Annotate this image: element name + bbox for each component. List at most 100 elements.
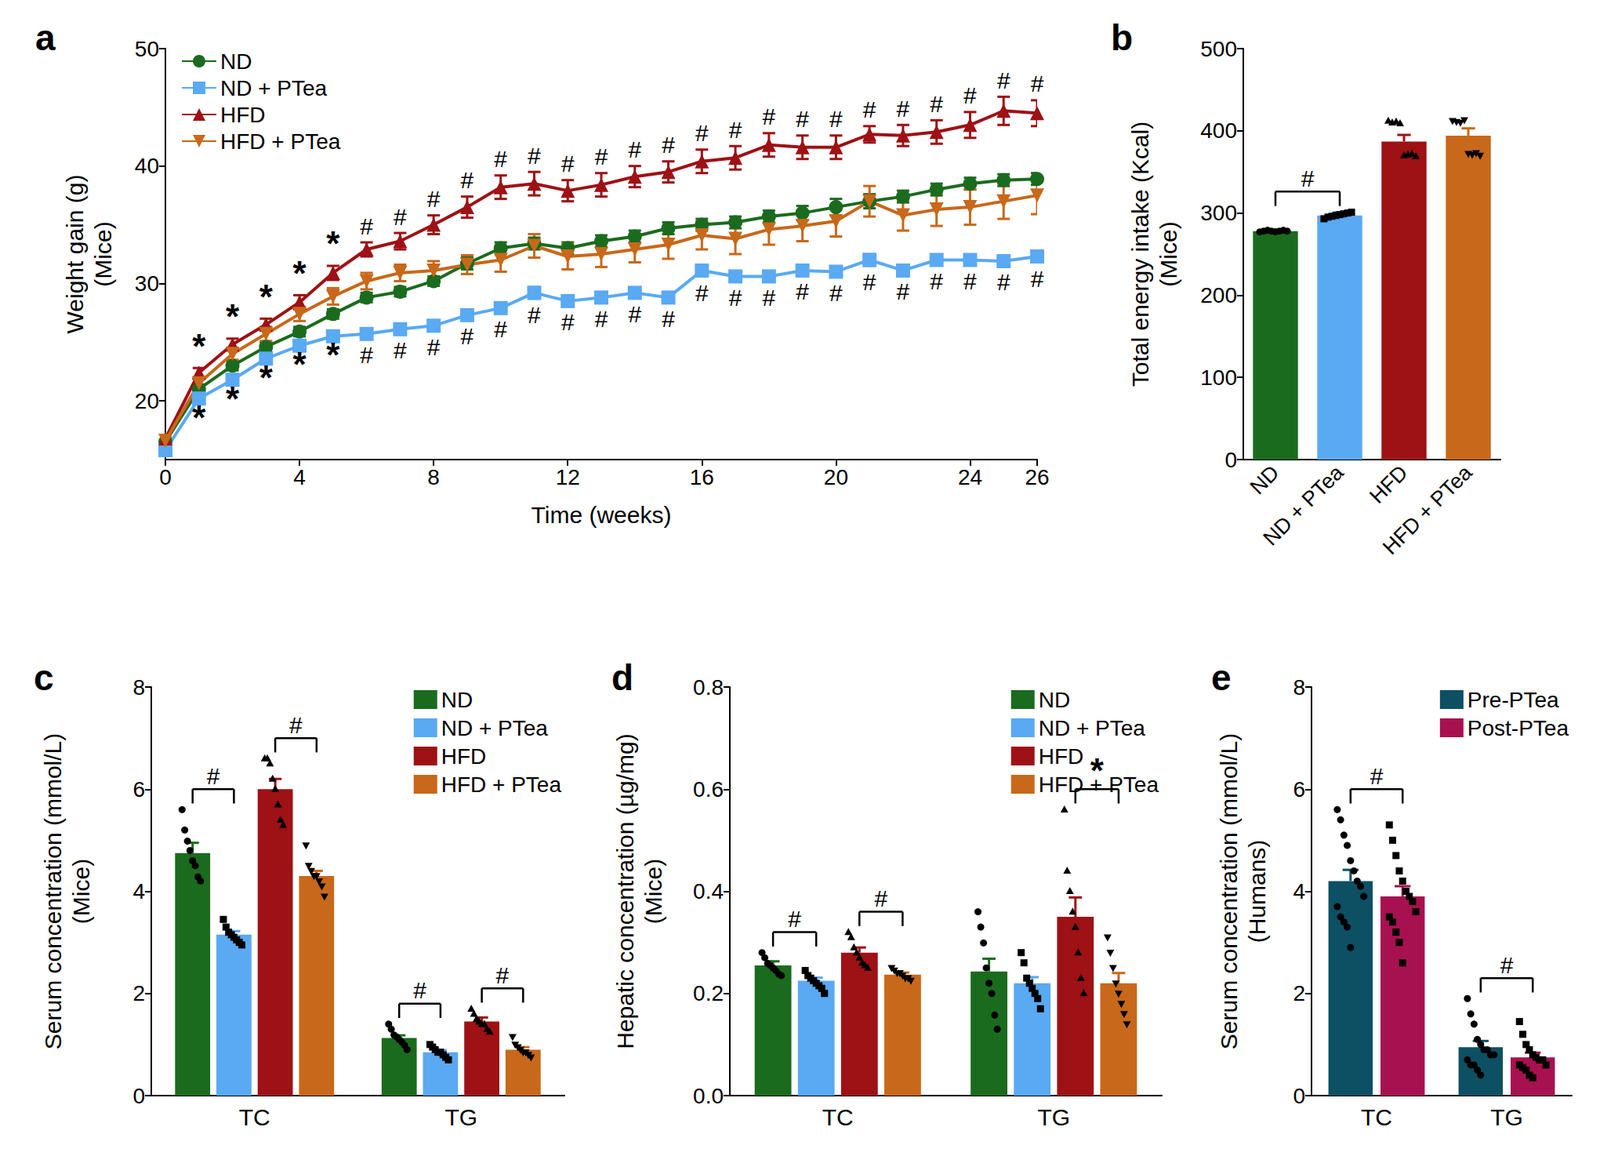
svg-text:HFD + PTea: HFD + PTea — [1378, 460, 1477, 559]
svg-text:#: # — [695, 119, 709, 146]
svg-text:TC: TC — [239, 1103, 271, 1130]
svg-text:#: # — [874, 885, 889, 911]
svg-text:ND: ND — [441, 687, 473, 712]
svg-text:#: # — [929, 90, 944, 117]
svg-text:Time (weeks): Time (weeks) — [531, 501, 672, 528]
svg-text:#: # — [695, 279, 709, 306]
svg-text:#: # — [359, 341, 374, 368]
svg-text:#: # — [493, 145, 508, 172]
svg-text:#: # — [527, 142, 541, 169]
svg-text:e: e — [1211, 656, 1232, 698]
svg-text:TC: TC — [822, 1103, 854, 1130]
svg-text:Total energy intake (Kcal): Total energy intake (Kcal) — [1127, 121, 1154, 388]
svg-text:8: 8 — [1292, 674, 1306, 700]
svg-text:(Mice): (Mice) — [90, 221, 117, 287]
svg-text:#: # — [896, 278, 911, 305]
svg-text:Pre-PTea: Pre-PTea — [1467, 687, 1560, 712]
svg-text:#: # — [963, 82, 977, 109]
svg-text:#: # — [206, 762, 221, 789]
svg-text:0: 0 — [132, 1083, 146, 1108]
svg-text:6: 6 — [1292, 776, 1306, 802]
svg-text:(Humans): (Humans) — [1244, 839, 1270, 944]
svg-text:500: 500 — [1200, 36, 1238, 62]
svg-text:#: # — [527, 301, 541, 328]
svg-text:TC: TC — [1360, 1103, 1393, 1130]
svg-text:*: * — [1090, 751, 1105, 790]
svg-text:8: 8 — [427, 464, 440, 490]
svg-text:0: 0 — [159, 464, 172, 490]
svg-text:#: # — [493, 315, 508, 342]
svg-text:#: # — [627, 136, 642, 163]
svg-text:12: 12 — [555, 464, 581, 490]
svg-text:a: a — [35, 17, 56, 59]
svg-text:300: 300 — [1200, 200, 1238, 225]
svg-text:#: # — [413, 976, 427, 1003]
svg-text:#: # — [963, 268, 977, 294]
svg-text:26: 26 — [1024, 464, 1049, 490]
svg-text:30: 30 — [134, 271, 160, 296]
svg-text:#: # — [460, 322, 475, 349]
svg-text:24: 24 — [957, 464, 983, 490]
svg-text:(Mice): (Mice) — [1155, 221, 1182, 287]
svg-text:#: # — [896, 95, 911, 122]
svg-text:b: b — [1110, 17, 1133, 59]
svg-text:HFD: HFD — [1364, 460, 1412, 508]
svg-text:8: 8 — [132, 674, 146, 700]
svg-text:#: # — [393, 337, 407, 363]
svg-text:ND: ND — [1038, 687, 1071, 712]
svg-text:#: # — [997, 268, 1011, 295]
svg-text:0.4: 0.4 — [692, 878, 724, 904]
svg-text:#: # — [561, 308, 575, 335]
svg-text:*: * — [192, 326, 207, 366]
svg-text:0: 0 — [1292, 1083, 1306, 1108]
svg-text:*: * — [225, 379, 240, 418]
svg-text:ND + PTea: ND + PTea — [1038, 715, 1147, 741]
svg-text:0.6: 0.6 — [692, 776, 724, 802]
svg-text:#: # — [863, 96, 877, 123]
svg-text:*: * — [293, 253, 308, 293]
svg-text:ND + PTea: ND + PTea — [220, 76, 328, 101]
svg-text:ND + PTea: ND + PTea — [1258, 460, 1349, 550]
svg-text:0.2: 0.2 — [692, 980, 724, 1005]
svg-text:#: # — [359, 213, 374, 240]
svg-text:#: # — [787, 905, 802, 932]
svg-text:Post-PTea: Post-PTea — [1467, 715, 1570, 741]
svg-text:*: * — [225, 297, 240, 336]
svg-text:*: * — [259, 277, 274, 316]
svg-text:c: c — [33, 656, 55, 698]
svg-text:#: # — [595, 305, 609, 332]
svg-text:50: 50 — [134, 36, 160, 62]
svg-text:Serum concentration (mmol/L): Serum concentration (mmol/L) — [39, 732, 66, 1049]
svg-text:Hepatic concentration (µg/mg): Hepatic concentration (µg/mg) — [612, 732, 639, 1049]
svg-text:HFD: HFD — [1038, 743, 1085, 769]
svg-text:Serum concentration (mmol/L): Serum concentration (mmol/L) — [1215, 732, 1242, 1049]
svg-text:#: # — [729, 116, 743, 143]
svg-text:#: # — [561, 150, 575, 177]
svg-text:Weight gain (g): Weight gain (g) — [61, 174, 88, 334]
svg-text:#: # — [1370, 762, 1384, 789]
svg-text:(Mice): (Mice) — [68, 858, 95, 924]
svg-text:0: 0 — [1224, 447, 1238, 472]
svg-text:*: * — [259, 358, 274, 397]
svg-text:#: # — [1500, 951, 1514, 978]
svg-text:#: # — [1301, 165, 1315, 192]
svg-text:HFD: HFD — [220, 102, 266, 127]
svg-text:16: 16 — [689, 464, 715, 490]
svg-text:4: 4 — [293, 464, 306, 490]
svg-text:40: 40 — [134, 153, 160, 178]
svg-text:#: # — [427, 185, 441, 212]
svg-text:0.8: 0.8 — [692, 674, 724, 700]
svg-text:#: # — [829, 105, 843, 132]
svg-text:#: # — [863, 268, 877, 295]
svg-text:#: # — [762, 284, 777, 311]
svg-text:200: 200 — [1200, 282, 1238, 308]
svg-text:6: 6 — [132, 776, 146, 802]
svg-text:#: # — [1030, 265, 1045, 292]
svg-text:#: # — [929, 268, 944, 294]
svg-text:#: # — [661, 131, 675, 158]
svg-text:#: # — [627, 301, 642, 327]
svg-text:ND: ND — [1245, 460, 1285, 499]
svg-text:400: 400 — [1200, 118, 1238, 143]
svg-text:2: 2 — [1292, 980, 1306, 1005]
svg-text:#: # — [595, 143, 609, 170]
